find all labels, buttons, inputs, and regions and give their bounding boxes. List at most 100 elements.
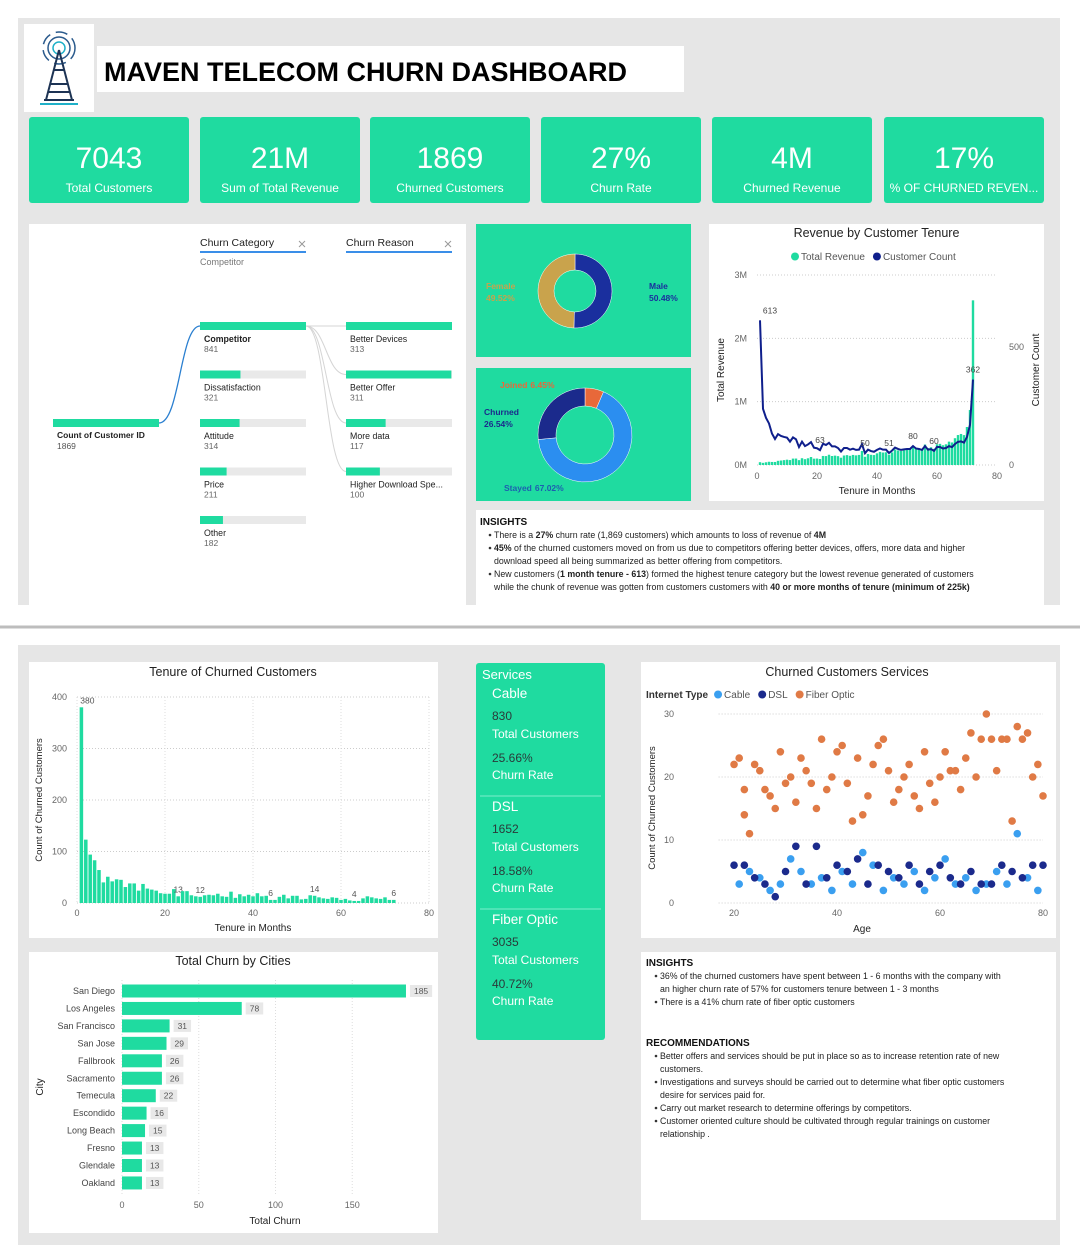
scatter-point [792,798,800,806]
text-line: Better offers and services should be put… [660,1051,1000,1061]
scatter-point [895,785,903,794]
scatter-point [884,867,893,876]
bar [356,900,361,903]
bar [896,450,900,465]
bar [794,458,798,465]
decomp-filter: Competitor [200,257,244,267]
decomp-track [200,419,306,427]
data-label: 380 [80,695,94,705]
y-tick-label: 30 [664,709,674,719]
scatter-point [750,760,759,769]
bar [863,456,867,465]
line [759,320,974,456]
scatter-point [1013,722,1022,731]
bar [800,458,804,465]
scatter-point [972,886,980,895]
scatter-point [786,855,795,863]
scatter-point [740,785,749,794]
bar [145,888,150,903]
section-title: INSIGHTS [480,517,528,528]
bar [202,895,207,903]
donut-value-label: 26.54% [484,419,513,429]
bar [123,887,128,903]
y-axis-title: City [35,1078,46,1095]
scatter-point [807,779,816,788]
bar [776,460,780,465]
logo-tower [44,49,74,101]
bar [273,899,277,903]
category-label: Escondido [73,1108,115,1118]
bar [352,900,356,903]
scatter-point [1034,886,1042,895]
scatter-point [961,754,970,762]
bar [914,448,918,465]
x-tick-label: 40 [248,908,258,918]
data-label-box [245,1002,264,1015]
bar [761,462,765,465]
bar [122,1176,142,1190]
data-label-box [145,1142,164,1155]
bar [361,898,365,903]
scatter-point [812,804,821,813]
kpi-label: Churned Revenue [743,181,841,195]
decomp-node-value: 117 [350,441,364,451]
scatter-point [977,735,986,743]
title-box [97,46,684,92]
bar [224,896,229,903]
service-customers: 830 [492,709,512,723]
decomp-node-label: Dissatisfaction [204,383,261,393]
bar [141,883,145,903]
decomp-node-value: 100 [350,490,364,500]
bar [321,898,326,903]
bar [122,1054,162,1068]
data-label: 26 [170,1056,180,1066]
bar [110,881,114,903]
text-run: Better offers and services should be put… [660,1051,1000,1061]
y-tick-label: 0M [734,460,747,470]
text-run: 45% [494,543,512,553]
scatter-point [874,861,883,869]
legend-swatch [714,690,723,699]
data-label-box [173,1019,192,1032]
kpi-value: 21M [251,142,309,175]
legend-swatch [758,690,767,699]
bar [938,443,942,465]
data-label-box [159,1089,178,1102]
data-label: 60 [929,436,939,446]
x-axis-title: Tenure in Months [839,486,916,497]
bar [902,450,906,465]
bar [866,454,870,465]
text-line: relationship . [660,1129,710,1139]
scatter-point [967,729,975,737]
bar [194,896,198,903]
bar [944,444,948,465]
category-label: Fallbrook [78,1056,116,1066]
bar [836,456,840,465]
x-axis-title: Age [853,924,871,935]
bar [842,455,846,465]
category-label: Los Angeles [66,1003,116,1013]
y-tick-label: 10 [664,835,674,845]
bar [872,455,876,465]
bar [770,461,774,465]
cities-panel [29,952,438,1233]
bar [845,455,849,465]
bar [88,854,92,903]
category-label: Temecula [76,1091,115,1101]
scatter-point [730,760,738,769]
scatter-point [848,817,857,825]
x-axis-title: Tenure in Months [215,923,292,934]
bar [920,448,924,465]
bullet [654,1054,658,1058]
scatter-point [853,855,862,863]
bar [122,1159,142,1172]
bar [339,899,343,903]
service-churn-rate: 40.72% [492,977,533,991]
service-churn-rate: 18.58% [492,864,533,878]
service-churn-label: Churn Rate [492,994,554,1008]
bar [812,458,816,465]
scatter-point [797,867,805,876]
scatter-point [1034,760,1042,769]
data-label: 14 [310,884,320,894]
